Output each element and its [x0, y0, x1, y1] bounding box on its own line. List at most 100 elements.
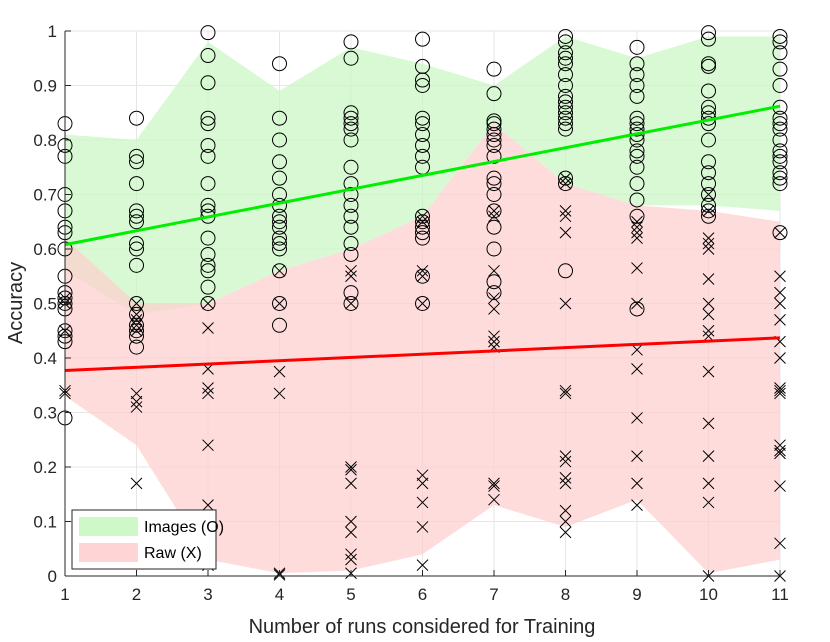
legend-label-raw: Raw (X) — [144, 545, 202, 562]
data-point-circle — [415, 296, 430, 311]
data-point-cross — [559, 504, 572, 517]
data-point-circle — [200, 110, 216, 126]
data-point-cross — [774, 480, 786, 492]
data-point-cross — [702, 243, 715, 255]
x-tick-label: 3 — [203, 585, 212, 604]
data-point-circle — [129, 296, 144, 311]
data-point-circle — [415, 230, 430, 246]
data-point-circle — [558, 45, 573, 61]
data-point-cross — [416, 521, 429, 533]
data-point-cross — [202, 439, 214, 452]
data-point-circle — [701, 187, 716, 202]
data-point-circle — [558, 94, 573, 110]
data-point-cross — [202, 499, 214, 512]
data-point-circle — [701, 116, 716, 132]
data-point-circle — [486, 219, 502, 235]
data-point-cross — [774, 444, 786, 457]
data-point-circle — [772, 78, 788, 93]
data-point-circle — [486, 187, 502, 202]
x-tick-label: 1 — [60, 585, 69, 604]
data-point-cross — [559, 526, 572, 539]
y-tick-label: 0.8 — [33, 131, 57, 150]
data-point-circle — [558, 67, 573, 83]
data-point-circle — [772, 165, 788, 181]
data-point-cross — [488, 493, 500, 506]
y-tick-label: 0.4 — [33, 349, 57, 368]
data-point-circle — [629, 56, 645, 72]
data-point-cross — [631, 450, 643, 462]
data-point-circle — [701, 83, 716, 99]
x-tick-label: 5 — [346, 585, 355, 604]
data-point-cross — [631, 221, 643, 234]
data-point-circle — [200, 197, 216, 213]
data-point-circle — [415, 31, 430, 47]
data-point-circle — [701, 99, 716, 115]
data-point-cross — [130, 395, 143, 408]
data-point-circle — [343, 159, 359, 175]
data-point-circle — [200, 176, 216, 192]
data-point-circle — [486, 137, 502, 153]
data-point-circle — [772, 45, 788, 61]
data-point-cross — [130, 324, 143, 337]
data-point-cross — [416, 210, 429, 223]
data-point-cross — [631, 499, 643, 512]
data-point-cross — [559, 226, 572, 239]
data-point-cross — [488, 264, 500, 277]
data-point-cross — [559, 455, 572, 468]
data-point-cross — [774, 286, 786, 299]
data-point-cross — [702, 417, 715, 430]
data-point-cross — [488, 292, 500, 304]
data-point-cross — [488, 330, 500, 343]
data-point-circle — [558, 105, 573, 121]
data-point-circle — [415, 116, 430, 132]
data-point-circle — [129, 154, 144, 170]
tick-labels: 1 2 3 4 5 6 7 8 9 10 11 0 0.1 0.2 0.3 0.4 0.5 0.6 0.7 0.8 0.… — [33, 22, 788, 604]
data-point-circle — [772, 148, 788, 164]
data-point-circle — [415, 78, 430, 93]
x-axis-label: Number of runs considered for Training — [249, 616, 596, 638]
data-point-cross — [774, 447, 786, 460]
data-point-circle — [200, 116, 216, 132]
data-point-cross — [631, 297, 643, 310]
data-point-circle — [629, 121, 645, 137]
data-point-circle — [486, 203, 502, 219]
data-point-circle — [272, 187, 287, 202]
data-point-circle — [772, 121, 788, 137]
data-point-circle — [629, 192, 645, 208]
data-point-cross — [559, 172, 572, 185]
data-point-circle — [701, 58, 716, 74]
data-point-cross — [631, 477, 643, 490]
data-point-circle — [129, 306, 144, 322]
data-point-cross — [702, 496, 715, 509]
data-point-circle — [558, 50, 573, 66]
data-point-circle — [129, 328, 144, 344]
y-tick-label: 0.7 — [33, 186, 57, 205]
legend-label-images: Images (O) — [144, 519, 224, 536]
data-point-circle — [701, 154, 716, 170]
data-point-circle — [486, 176, 502, 192]
data-point-circle — [272, 317, 287, 333]
legend: Images (O) Raw (X) — [71, 509, 224, 570]
x-tick-label: 10 — [699, 585, 718, 604]
data-point-cross — [702, 232, 715, 244]
data-point-cross — [631, 232, 643, 244]
data-point-circle — [272, 208, 287, 224]
data-point-cross — [559, 387, 572, 400]
data-point-circle — [200, 257, 216, 273]
data-point-circle — [486, 127, 502, 143]
data-point-circle — [415, 72, 430, 88]
data-point-circle — [772, 61, 788, 77]
data-point-cross — [345, 297, 357, 310]
data-point-circle — [129, 214, 144, 230]
trend-line-series-0 — [64, 104, 781, 247]
data-point-circle — [200, 148, 216, 164]
data-point-cross — [202, 322, 214, 334]
data-point-cross — [488, 303, 500, 315]
data-point-circle — [200, 296, 216, 311]
data-point-cross — [488, 210, 500, 223]
data-point-cross — [416, 264, 429, 277]
data-point-cross — [559, 450, 572, 462]
data-point-circle — [772, 116, 788, 132]
data-point-circle — [629, 88, 645, 104]
data-point-circle — [343, 105, 359, 121]
